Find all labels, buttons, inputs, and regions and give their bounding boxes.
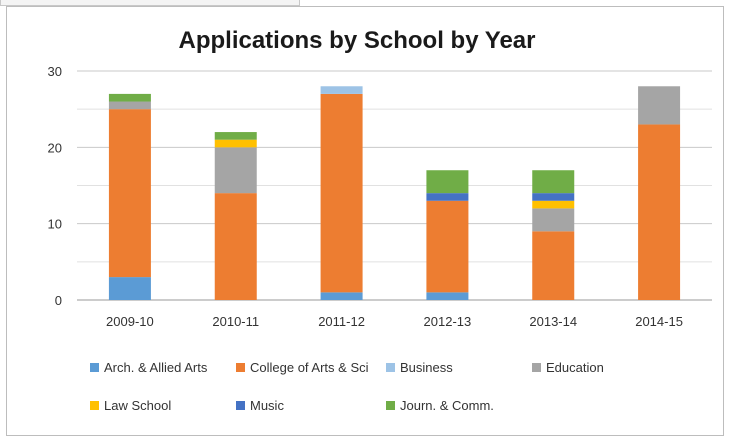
bar-segment [532, 231, 575, 300]
bar-segment [426, 193, 469, 201]
window-tab-stub [0, 0, 300, 6]
bar-segment [320, 93, 363, 293]
y-tick-label: 30 [48, 64, 62, 79]
bar-segment [532, 200, 575, 209]
x-tick-label: 2013-14 [529, 314, 577, 329]
x-axis-ticks: 2009-10 2010-11 2011-12 2012-13 2013-14 2014-… [106, 314, 683, 329]
gridlines [77, 70, 712, 301]
y-tick-label: 20 [48, 140, 62, 155]
legend-label: College of Arts & Sci [250, 360, 369, 375]
legend-label: Education [546, 360, 604, 375]
bar-segment [426, 170, 469, 194]
legend-swatch [386, 363, 395, 372]
legend: Arch. & Allied Arts College of Arts & Sci… [90, 360, 604, 413]
bar-segment [214, 193, 257, 300]
bar-segment [214, 139, 257, 148]
x-tick-label: 2010-11 [212, 314, 259, 329]
bar-segment [320, 292, 363, 300]
legend-label: Arch. & Allied Arts [104, 360, 208, 375]
bar-segment [320, 86, 363, 94]
bar-segment [214, 132, 257, 140]
legend-label: Business [400, 360, 453, 375]
bar-segment [426, 200, 469, 293]
y-tick-label: 10 [48, 217, 62, 232]
y-axis-ticks: 0 10 20 30 [48, 64, 62, 308]
legend-swatch [236, 401, 245, 410]
bar-segment [638, 86, 681, 125]
bar-segment [108, 93, 151, 102]
x-tick-label: 2009-10 [106, 314, 154, 329]
chart-title: Applications by School by Year [179, 27, 536, 54]
y-tick-label: 0 [55, 293, 62, 308]
legend-label: Journ. & Comm. [400, 398, 494, 413]
bar-segment [638, 124, 681, 300]
legend-swatch [90, 401, 99, 410]
bar-segment [532, 170, 575, 194]
bar-segment [108, 101, 151, 110]
bar-segment [108, 109, 151, 278]
bars [108, 86, 681, 300]
bar-segment [532, 208, 575, 232]
legend-swatch [386, 401, 395, 410]
x-tick-label: 2012-13 [424, 314, 472, 329]
x-tick-label: 2014-15 [635, 314, 683, 329]
bar-segment [426, 292, 469, 300]
legend-swatch [90, 363, 99, 372]
bar-segment [532, 193, 575, 201]
legend-label: Music [250, 398, 284, 413]
legend-swatch [532, 363, 541, 372]
bar-segment [108, 277, 151, 300]
x-tick-label: 2011-12 [318, 314, 365, 329]
bar-segment [214, 147, 257, 194]
legend-label: Law School [104, 398, 171, 413]
legend-swatch [236, 363, 245, 372]
